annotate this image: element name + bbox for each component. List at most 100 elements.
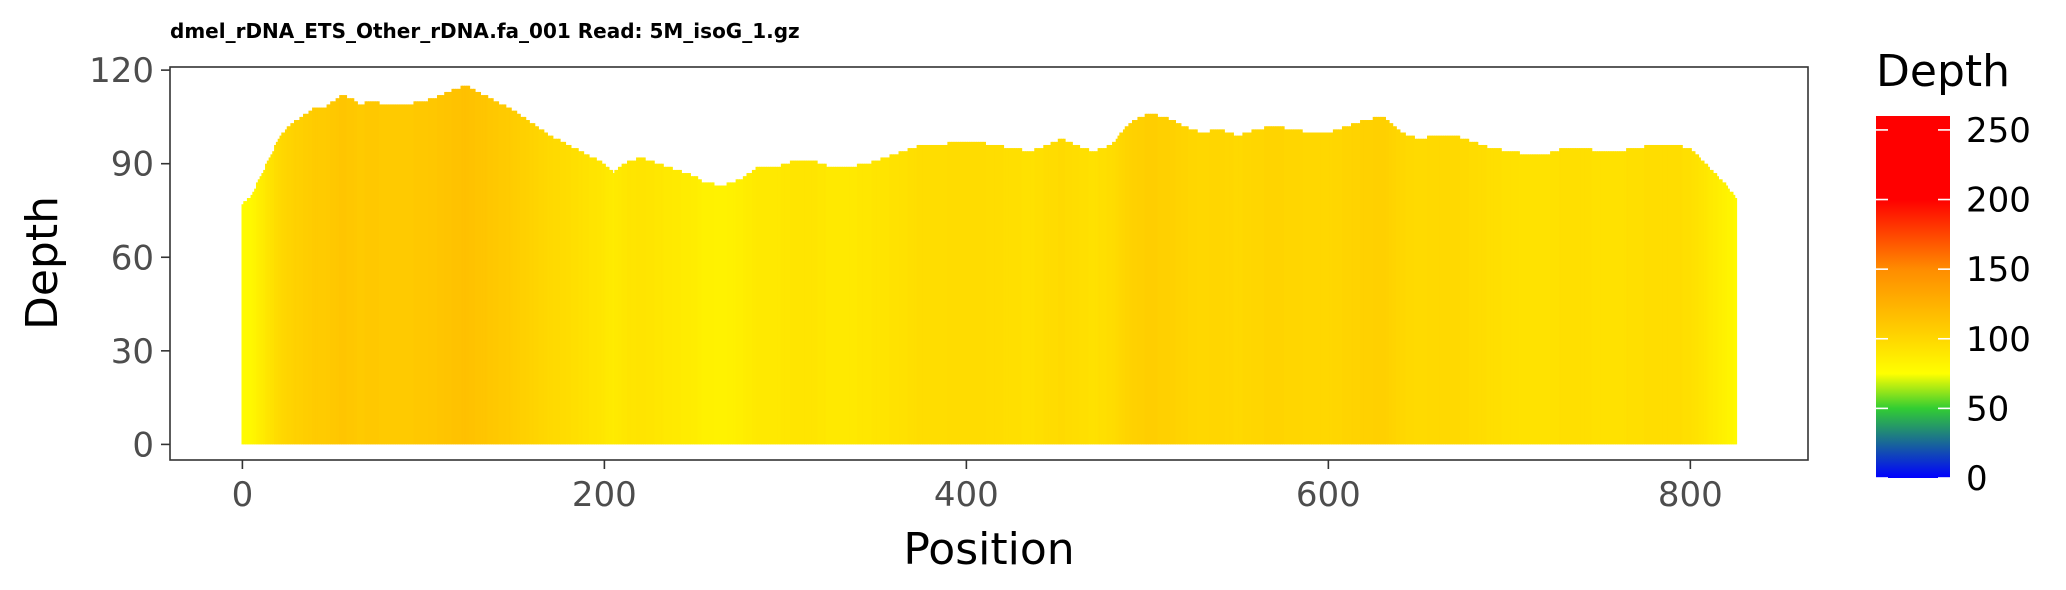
- depth-bar: [261, 173, 264, 445]
- depth-bar: [1381, 116, 1385, 445]
- depth-bar: [360, 104, 364, 445]
- depth-bar: [1338, 129, 1341, 445]
- depth-bar: [1092, 151, 1095, 445]
- depth-bar: [371, 101, 375, 445]
- depth-bar: [1005, 148, 1008, 445]
- depth-bar: [1350, 123, 1354, 445]
- depth-bar: [1226, 132, 1229, 445]
- depth-bar: [874, 160, 878, 445]
- depth-bar: [1423, 138, 1426, 445]
- depth-bar: [1705, 163, 1709, 445]
- depth-bar: [1575, 148, 1578, 445]
- x-axis: 0 200 400 600 800: [232, 460, 1723, 515]
- depth-bar: [335, 98, 339, 445]
- depth-bar: [532, 123, 536, 445]
- depth-bar: [292, 123, 295, 445]
- depth-bar: [1137, 116, 1140, 445]
- depth-bar: [1510, 151, 1513, 445]
- depth-bar: [1043, 144, 1046, 445]
- depth-bar: [293, 120, 297, 445]
- depth-bar: [266, 160, 270, 445]
- depth-bar: [1528, 154, 1531, 445]
- depth-bar: [690, 176, 693, 445]
- depth-bar: [1419, 138, 1423, 445]
- depth-bar: [1504, 151, 1508, 445]
- depth-bar: [916, 144, 920, 445]
- depth-bar: [1164, 116, 1167, 445]
- depth-bar: [903, 151, 907, 445]
- depth-bar: [534, 126, 538, 445]
- depth-bar: [1506, 151, 1510, 445]
- depth-bar: [1173, 120, 1177, 445]
- depth-bar: [474, 91, 478, 445]
- depth-bar: [1678, 144, 1681, 445]
- depth-bar: [570, 148, 574, 445]
- depth-bar: [800, 160, 804, 445]
- depth-bars: [241, 85, 1738, 445]
- depth-bar: [1542, 154, 1546, 445]
- depth-bar: [1010, 148, 1014, 445]
- depth-bar: [1635, 148, 1638, 445]
- depth-bar: [362, 104, 366, 445]
- depth-bar: [1638, 148, 1642, 445]
- depth-bar: [518, 113, 521, 445]
- depth-bar: [612, 173, 615, 445]
- depth-bar: [1579, 148, 1582, 445]
- depth-bar: [1465, 138, 1468, 445]
- y-tick-label: 0: [132, 425, 154, 465]
- depth-bar: [1341, 126, 1345, 445]
- depth-bar: [1412, 135, 1415, 445]
- depth-bar: [1131, 120, 1135, 445]
- depth-bar: [1539, 154, 1542, 445]
- depth-bar: [1121, 132, 1124, 445]
- depth-bar: [699, 179, 702, 445]
- depth-bar: [1278, 126, 1281, 445]
- depth-bar: [1667, 144, 1671, 445]
- depth-bar: [1369, 120, 1372, 445]
- depth-bar: [1336, 129, 1339, 445]
- x-tick-label: 200: [572, 475, 637, 515]
- depth-bar: [990, 144, 994, 445]
- depth-bar: [983, 141, 986, 445]
- depth-bar: [1133, 120, 1137, 445]
- depth-bar: [1531, 154, 1535, 445]
- depth-bar: [1466, 138, 1470, 445]
- depth-bar: [661, 163, 664, 445]
- depth-bar: [303, 113, 306, 445]
- depth-bar: [853, 166, 856, 445]
- y-axis: 0 30 60 90 120: [89, 51, 170, 465]
- depth-bar: [1211, 129, 1215, 445]
- depth-bar: [494, 101, 498, 445]
- depth-bar: [683, 173, 686, 445]
- depth-bar: [773, 166, 777, 445]
- depth-bar: [1175, 123, 1178, 445]
- depth-bar: [516, 113, 520, 445]
- depth-bar: [1470, 141, 1473, 445]
- depth-bar: [753, 169, 757, 445]
- depth-bar: [1115, 138, 1119, 445]
- depth-bar: [636, 157, 639, 445]
- depth-bar: [1238, 135, 1242, 445]
- depth-bar: [1298, 129, 1301, 445]
- depth-bar: [1455, 135, 1459, 445]
- depth-bar: [1097, 148, 1101, 445]
- depth-bar: [550, 135, 554, 445]
- depth-bar: [1193, 129, 1196, 445]
- depth-bar: [1309, 132, 1312, 445]
- depth-bar: [856, 163, 860, 445]
- depth-bar: [621, 163, 624, 445]
- depth-bar: [922, 144, 925, 445]
- depth-bar: [932, 144, 936, 445]
- depth-bar: [324, 107, 328, 445]
- depth-bar: [1307, 132, 1310, 445]
- depth-bar: [259, 176, 262, 445]
- depth-bar: [645, 160, 648, 445]
- depth-bar: [1242, 132, 1245, 445]
- depth-bar: [632, 160, 635, 445]
- depth-bar: [1236, 135, 1240, 445]
- depth-bar: [509, 107, 512, 445]
- depth-bar: [1734, 198, 1738, 445]
- depth-bar: [1698, 157, 1701, 445]
- depth-bar: [565, 144, 568, 445]
- depth-bar: [909, 148, 912, 445]
